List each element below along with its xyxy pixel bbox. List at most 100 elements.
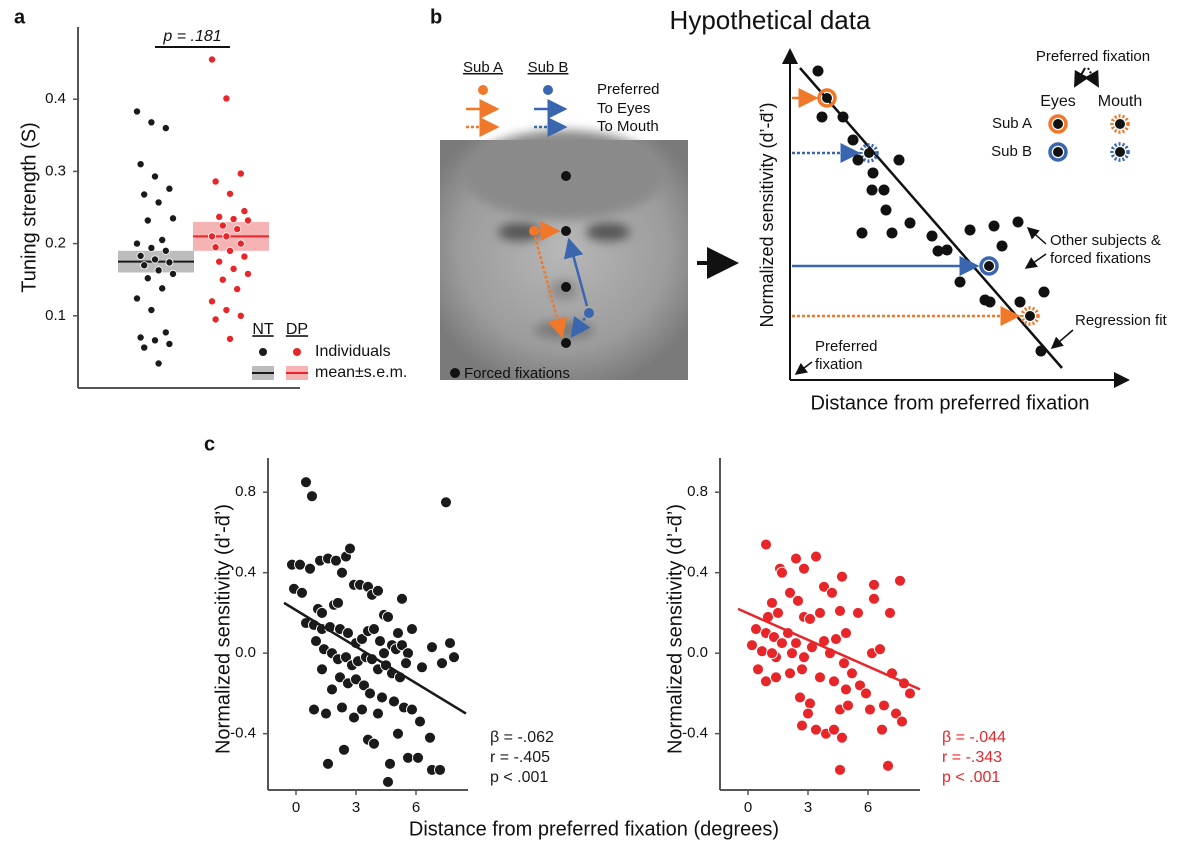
point	[384, 757, 396, 770]
point	[243, 216, 252, 225]
point	[378, 647, 390, 660]
point	[388, 695, 400, 708]
point	[316, 663, 328, 676]
point	[868, 578, 880, 591]
point	[784, 586, 796, 599]
point	[225, 246, 234, 255]
y-axis-label: Normalized sensitivity (d’-d̄’)	[212, 504, 234, 754]
stat-label: β = -.044	[942, 729, 1006, 746]
point	[336, 566, 348, 579]
point	[215, 257, 224, 266]
example-dot	[878, 184, 890, 196]
example-dot	[1012, 216, 1024, 228]
point	[810, 550, 822, 563]
y-tick-label: -0.4	[230, 725, 256, 742]
point	[132, 294, 141, 303]
point	[306, 490, 318, 503]
stat-label: r = -.405	[490, 749, 550, 766]
point	[304, 562, 316, 575]
point	[760, 538, 772, 551]
point	[840, 683, 852, 696]
y-tick-label: 0.4	[45, 90, 66, 107]
point	[140, 190, 149, 199]
point	[416, 661, 428, 674]
point	[147, 306, 156, 315]
point	[207, 297, 216, 306]
point	[792, 594, 804, 607]
annotation: forced fixations	[1050, 250, 1151, 267]
point	[790, 637, 802, 650]
y-tick-label: 0.2	[45, 235, 66, 252]
example-dot	[964, 224, 976, 236]
point	[772, 606, 784, 619]
legend-label: Sub A	[463, 59, 503, 76]
hypothetical-plot: Hypothetical data Normalized sensitivity…	[670, 5, 1168, 414]
face-diagram: Forced fixations	[440, 130, 688, 382]
point	[338, 743, 350, 756]
point	[336, 701, 348, 714]
legend-label: Sub A	[992, 115, 1032, 132]
point	[340, 651, 352, 664]
legend-label: Sub B	[528, 59, 569, 76]
point	[236, 169, 245, 178]
point	[229, 215, 238, 224]
point	[225, 189, 234, 198]
point	[334, 671, 346, 684]
point	[236, 239, 245, 248]
annotation: Regression fit	[1075, 312, 1168, 329]
point	[211, 315, 220, 324]
point	[233, 225, 242, 234]
legend-label: Sub B	[991, 143, 1032, 160]
point	[300, 476, 312, 489]
point	[854, 679, 866, 692]
point	[842, 699, 854, 712]
example-dot	[926, 230, 938, 242]
point	[436, 657, 448, 670]
point	[143, 274, 152, 283]
x-tick-label: 6	[412, 799, 420, 816]
point	[840, 627, 852, 640]
point	[784, 667, 796, 680]
point	[356, 633, 368, 646]
point	[440, 496, 452, 509]
point	[154, 359, 163, 368]
point	[225, 334, 234, 343]
point	[161, 246, 170, 255]
point	[344, 542, 356, 555]
point	[147, 118, 156, 127]
point	[376, 691, 388, 704]
example-dot	[988, 220, 1000, 232]
point	[322, 757, 334, 770]
example-dot	[893, 154, 905, 166]
axis-label: Distance from preferred fixation	[810, 392, 1089, 414]
point	[374, 635, 386, 648]
point	[296, 586, 308, 599]
point	[233, 285, 242, 294]
point	[884, 606, 896, 619]
point	[402, 647, 414, 660]
point	[776, 637, 788, 650]
y-tick-label: 0.8	[687, 483, 708, 500]
point	[382, 776, 394, 788]
legend-label: To Eyes	[597, 100, 650, 117]
point	[236, 311, 245, 320]
point	[143, 216, 152, 225]
y-tick-label: 0.0	[687, 644, 708, 661]
point	[804, 613, 816, 625]
point	[368, 737, 380, 750]
point	[868, 592, 880, 605]
stat-label: r = -.343	[942, 749, 1002, 766]
point	[852, 606, 864, 619]
example-dot	[856, 227, 868, 239]
point	[818, 580, 830, 593]
annotation: fixation	[815, 356, 863, 373]
y-tick-label: 0.0	[235, 644, 256, 661]
y-tick-label: 0.8	[235, 483, 256, 500]
point	[222, 306, 231, 315]
example-dot	[1035, 345, 1047, 357]
point	[218, 221, 227, 230]
point	[802, 707, 814, 720]
legend-label: NT	[252, 321, 274, 338]
point	[392, 627, 404, 640]
point	[165, 339, 174, 348]
